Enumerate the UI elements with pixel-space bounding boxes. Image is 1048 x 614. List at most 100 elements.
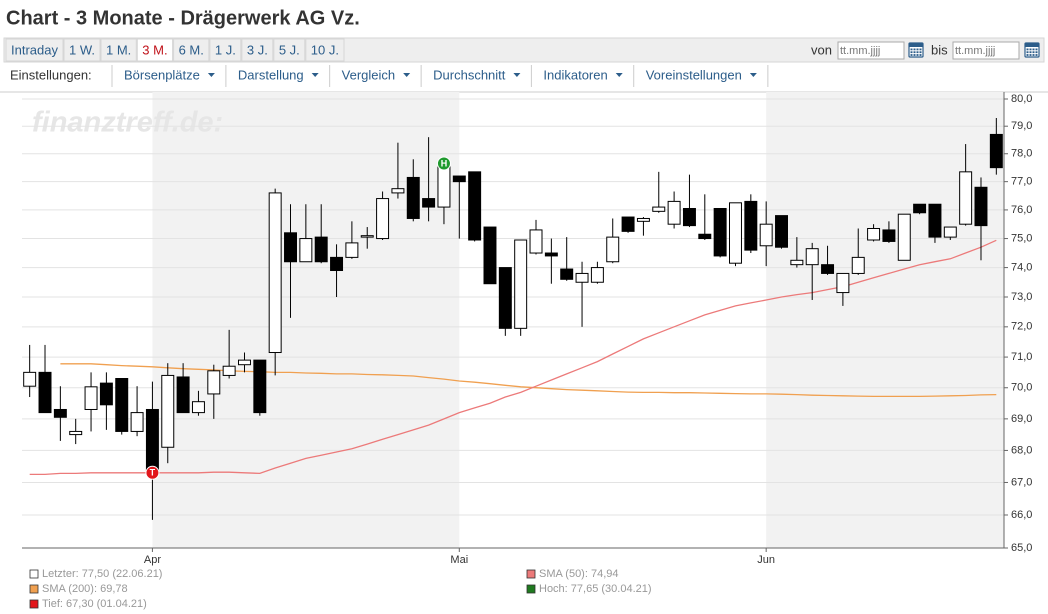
settings-menu[interactable]: Durchschnitt: [433, 67, 506, 82]
tab[interactable]: [5, 38, 64, 62]
x-tick-label: Apr: [144, 554, 161, 566]
y-tick-label: 79,0: [1011, 120, 1032, 132]
candle-body: [191, 401, 205, 414]
legend-swatch: [29, 599, 39, 609]
date-from-label: von: [811, 42, 832, 57]
tab-label[interactable]: 6 M.: [179, 42, 204, 57]
date-to-placeholder: tt.mm.jjjj: [955, 45, 995, 57]
tab-label[interactable]: 10 J.: [311, 42, 339, 57]
calendar-icon-cell: [1035, 54, 1038, 56]
candle-body: [314, 236, 328, 263]
tab-label[interactable]: 3 J.: [247, 42, 268, 57]
legend-swatch: [526, 569, 536, 579]
y-tick-label: 66,0: [1011, 509, 1032, 521]
y-tick-label: 71,0: [1011, 351, 1032, 363]
tab-label[interactable]: 1 M.: [106, 42, 131, 57]
candle-body: [851, 256, 865, 274]
candle-body: [974, 186, 988, 227]
extreme-marker: [436, 156, 451, 171]
legend-swatch: [526, 584, 536, 594]
legend-label: Letzter: 77,50 (22.06.21): [42, 568, 162, 580]
y-tick-label: 69,0: [1011, 413, 1032, 425]
candle-body: [514, 239, 528, 329]
candle-body: [821, 264, 835, 274]
calendar-icon-cell: [919, 51, 922, 54]
candle-body: [928, 203, 942, 238]
page-title: Chart - 3 Monate - Drägerwerk AG Vz.: [6, 7, 360, 29]
tab[interactable]: [136, 38, 174, 62]
settings-label: Einstellungen:: [10, 67, 92, 82]
candle-body: [744, 200, 758, 251]
tab-label[interactable]: 1 J.: [215, 42, 236, 57]
candle-body: [790, 259, 804, 266]
calendar-icon-cell: [919, 48, 922, 51]
calendar-icon-cell: [913, 54, 916, 56]
legend-label: SMA (50): 74,94: [539, 568, 619, 580]
x-tick-label: Mai: [450, 554, 468, 566]
candle-body: [483, 226, 497, 285]
candle-body: [268, 192, 282, 354]
calendar-icon-cell: [916, 51, 919, 54]
candle-body: [38, 371, 52, 414]
extreme-marker-label: T: [150, 468, 156, 478]
tab[interactable]: [63, 38, 101, 62]
settings-menu[interactable]: Darstellung: [238, 67, 304, 82]
candle-body: [636, 217, 650, 222]
candle-body: [560, 268, 574, 280]
settings-menu[interactable]: Indikatoren: [543, 67, 607, 82]
tab-label[interactable]: Intraday: [11, 42, 58, 57]
candle-body: [238, 359, 251, 366]
candle-body: [330, 256, 344, 272]
legend-label: Tief: 67,30 (01.04.21): [42, 598, 147, 610]
settings-menu[interactable]: Börsenplätze: [124, 67, 200, 82]
tab[interactable]: [273, 38, 306, 62]
tab-label[interactable]: 5 J.: [279, 42, 300, 57]
settings-menu[interactable]: Vergleich: [342, 67, 395, 82]
x-tick-label: Jun: [757, 554, 775, 566]
candle-body: [422, 198, 436, 208]
menu-arrow: [615, 73, 623, 77]
y-tick-label: 75,0: [1011, 232, 1032, 244]
candle-body: [69, 430, 83, 436]
date-from-placeholder: tt.mm.jjjj: [840, 45, 880, 57]
calendar-icon-cell: [1026, 48, 1029, 51]
menu-arrow: [513, 73, 521, 77]
candle-body: [897, 213, 911, 261]
watermark: finanztreff.de:: [32, 107, 223, 139]
calendar-icon-cell: [1032, 54, 1035, 56]
candle-body: [115, 378, 129, 432]
date-to-input[interactable]: [952, 41, 1020, 60]
tab[interactable]: [209, 38, 242, 62]
tab-label[interactable]: 1 W.: [69, 42, 95, 57]
y-tick-label: 77,0: [1011, 176, 1032, 188]
candle-body: [652, 206, 666, 212]
legend-swatch: [29, 584, 39, 594]
calendar-icon-cell: [916, 54, 919, 56]
y-tick-label: 65,0: [1011, 542, 1032, 554]
date-to-label: bis: [931, 42, 948, 57]
settings-menu[interactable]: Voreinstellungen: [646, 67, 742, 82]
date-from-input[interactable]: [837, 41, 905, 60]
menu-arrow: [311, 73, 319, 77]
candle-body: [84, 386, 98, 410]
menu-arrow: [749, 73, 757, 77]
candle-body: [667, 200, 681, 225]
tab[interactable]: [173, 38, 210, 62]
y-tick-label: 74,0: [1011, 261, 1032, 273]
extreme-marker-label: H: [441, 158, 448, 168]
candle-body: [529, 229, 543, 254]
candle-body: [943, 226, 957, 238]
candle-body: [544, 252, 558, 257]
calendar-icon-cell: [913, 48, 916, 51]
legend-swatch: [29, 569, 39, 579]
calendar-icon-cell: [916, 48, 919, 51]
y-tick-label: 80,0: [1011, 93, 1032, 105]
tab[interactable]: [100, 38, 137, 62]
tab[interactable]: [241, 38, 274, 62]
month-shading: [766, 92, 1004, 548]
calendar-icon-cell: [1029, 51, 1032, 54]
calendar-icon-cell: [1032, 48, 1035, 51]
tab[interactable]: [305, 38, 345, 62]
tab-label[interactable]: 3 M.: [142, 42, 167, 57]
candle-body: [590, 267, 604, 283]
